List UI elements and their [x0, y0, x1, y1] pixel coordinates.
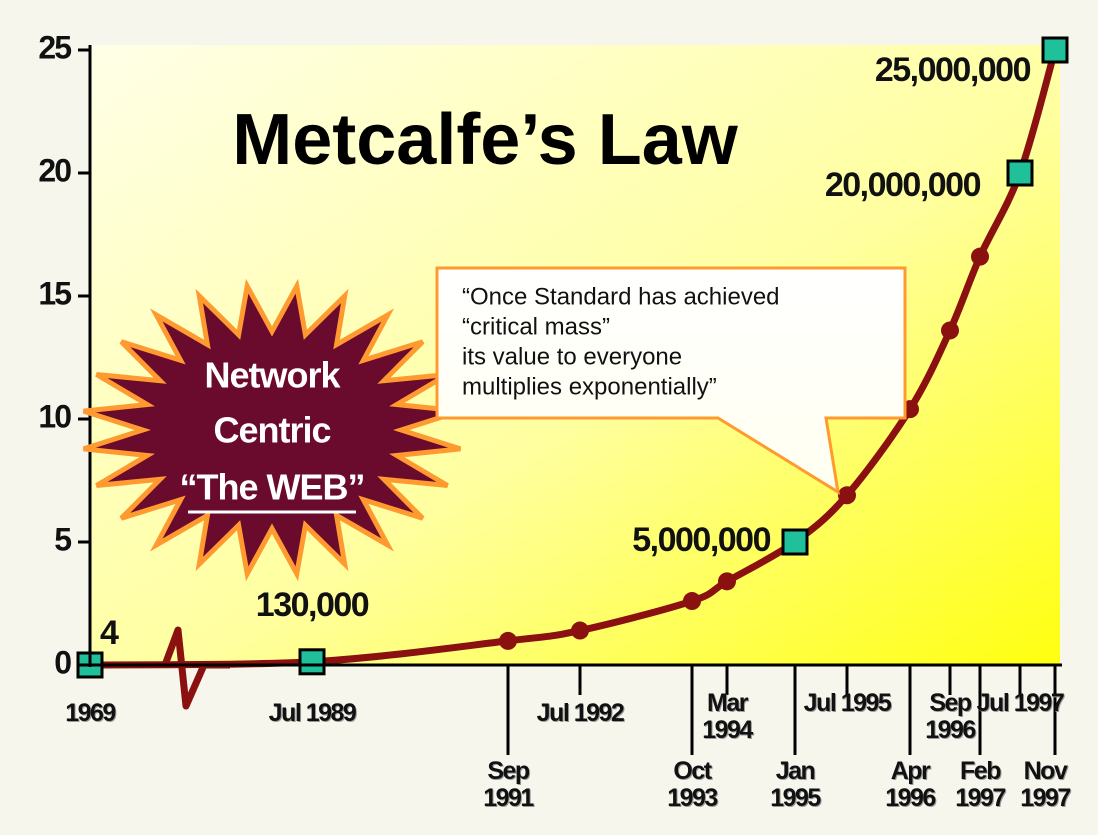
point-marker — [838, 486, 856, 505]
y-tick-label: 5 — [54, 521, 71, 557]
point-marker — [1006, 159, 1034, 187]
point-marker — [781, 528, 809, 556]
x-tick-label: Mar 1994 — [702, 689, 753, 744]
callout-text: “Once Standard has achieved — [462, 283, 780, 310]
starburst-text: Centric — [213, 410, 330, 451]
point-marker — [298, 648, 326, 676]
x-tick-label: Sep 1996 — [925, 689, 976, 744]
starburst-text: “The WEB” — [180, 467, 365, 508]
y-tick-label: 20 — [38, 152, 71, 188]
value-label: 20,000,000 — [825, 166, 981, 204]
x-tick-label: Sep 1991 — [483, 757, 534, 812]
x-tick-label: Jul 1992 — [536, 699, 625, 727]
y-tick-label: 15 — [38, 275, 71, 311]
starburst-text: Network — [204, 355, 341, 396]
x-tick-label: Feb 1997 — [955, 757, 1006, 812]
x-tick-label: Oct 1993 — [667, 757, 718, 812]
callout-box — [435, 266, 907, 495]
x-tick-label: Apr 1996 — [885, 757, 936, 812]
callout-text: its value to everyone — [462, 343, 682, 370]
x-tick-label: Nov 1997 — [1020, 757, 1071, 812]
y-tick-label: 25 — [38, 29, 71, 65]
x-tick-label: Jul 1995 — [803, 689, 892, 717]
starburst — [82, 278, 462, 582]
value-label: 4 — [100, 614, 119, 652]
x-tick-label: Jan 1995 — [770, 757, 821, 812]
x-tick-label: Jul 1997 — [976, 689, 1065, 717]
y-tick-label: 0 — [54, 644, 71, 680]
point-marker — [1041, 36, 1069, 64]
value-label: 25,000,000 — [875, 51, 1031, 89]
point-marker — [571, 621, 589, 640]
callout-text: multiplies exponentially” — [462, 373, 717, 400]
point-marker — [941, 321, 959, 340]
x-tick-label: 1969 — [65, 699, 116, 727]
point-marker — [499, 631, 517, 650]
chart-title: Metcalfe’s Law — [232, 100, 739, 180]
y-tick-label: 10 — [38, 398, 71, 434]
point-marker — [718, 572, 736, 591]
callout-text: “critical mass” — [462, 313, 610, 340]
value-label: 130,000 — [256, 586, 369, 624]
value-label: 5,000,000 — [632, 521, 770, 559]
point-marker — [971, 247, 989, 266]
point-marker — [683, 592, 701, 611]
x-tick-label: Jul 1989 — [268, 699, 357, 727]
